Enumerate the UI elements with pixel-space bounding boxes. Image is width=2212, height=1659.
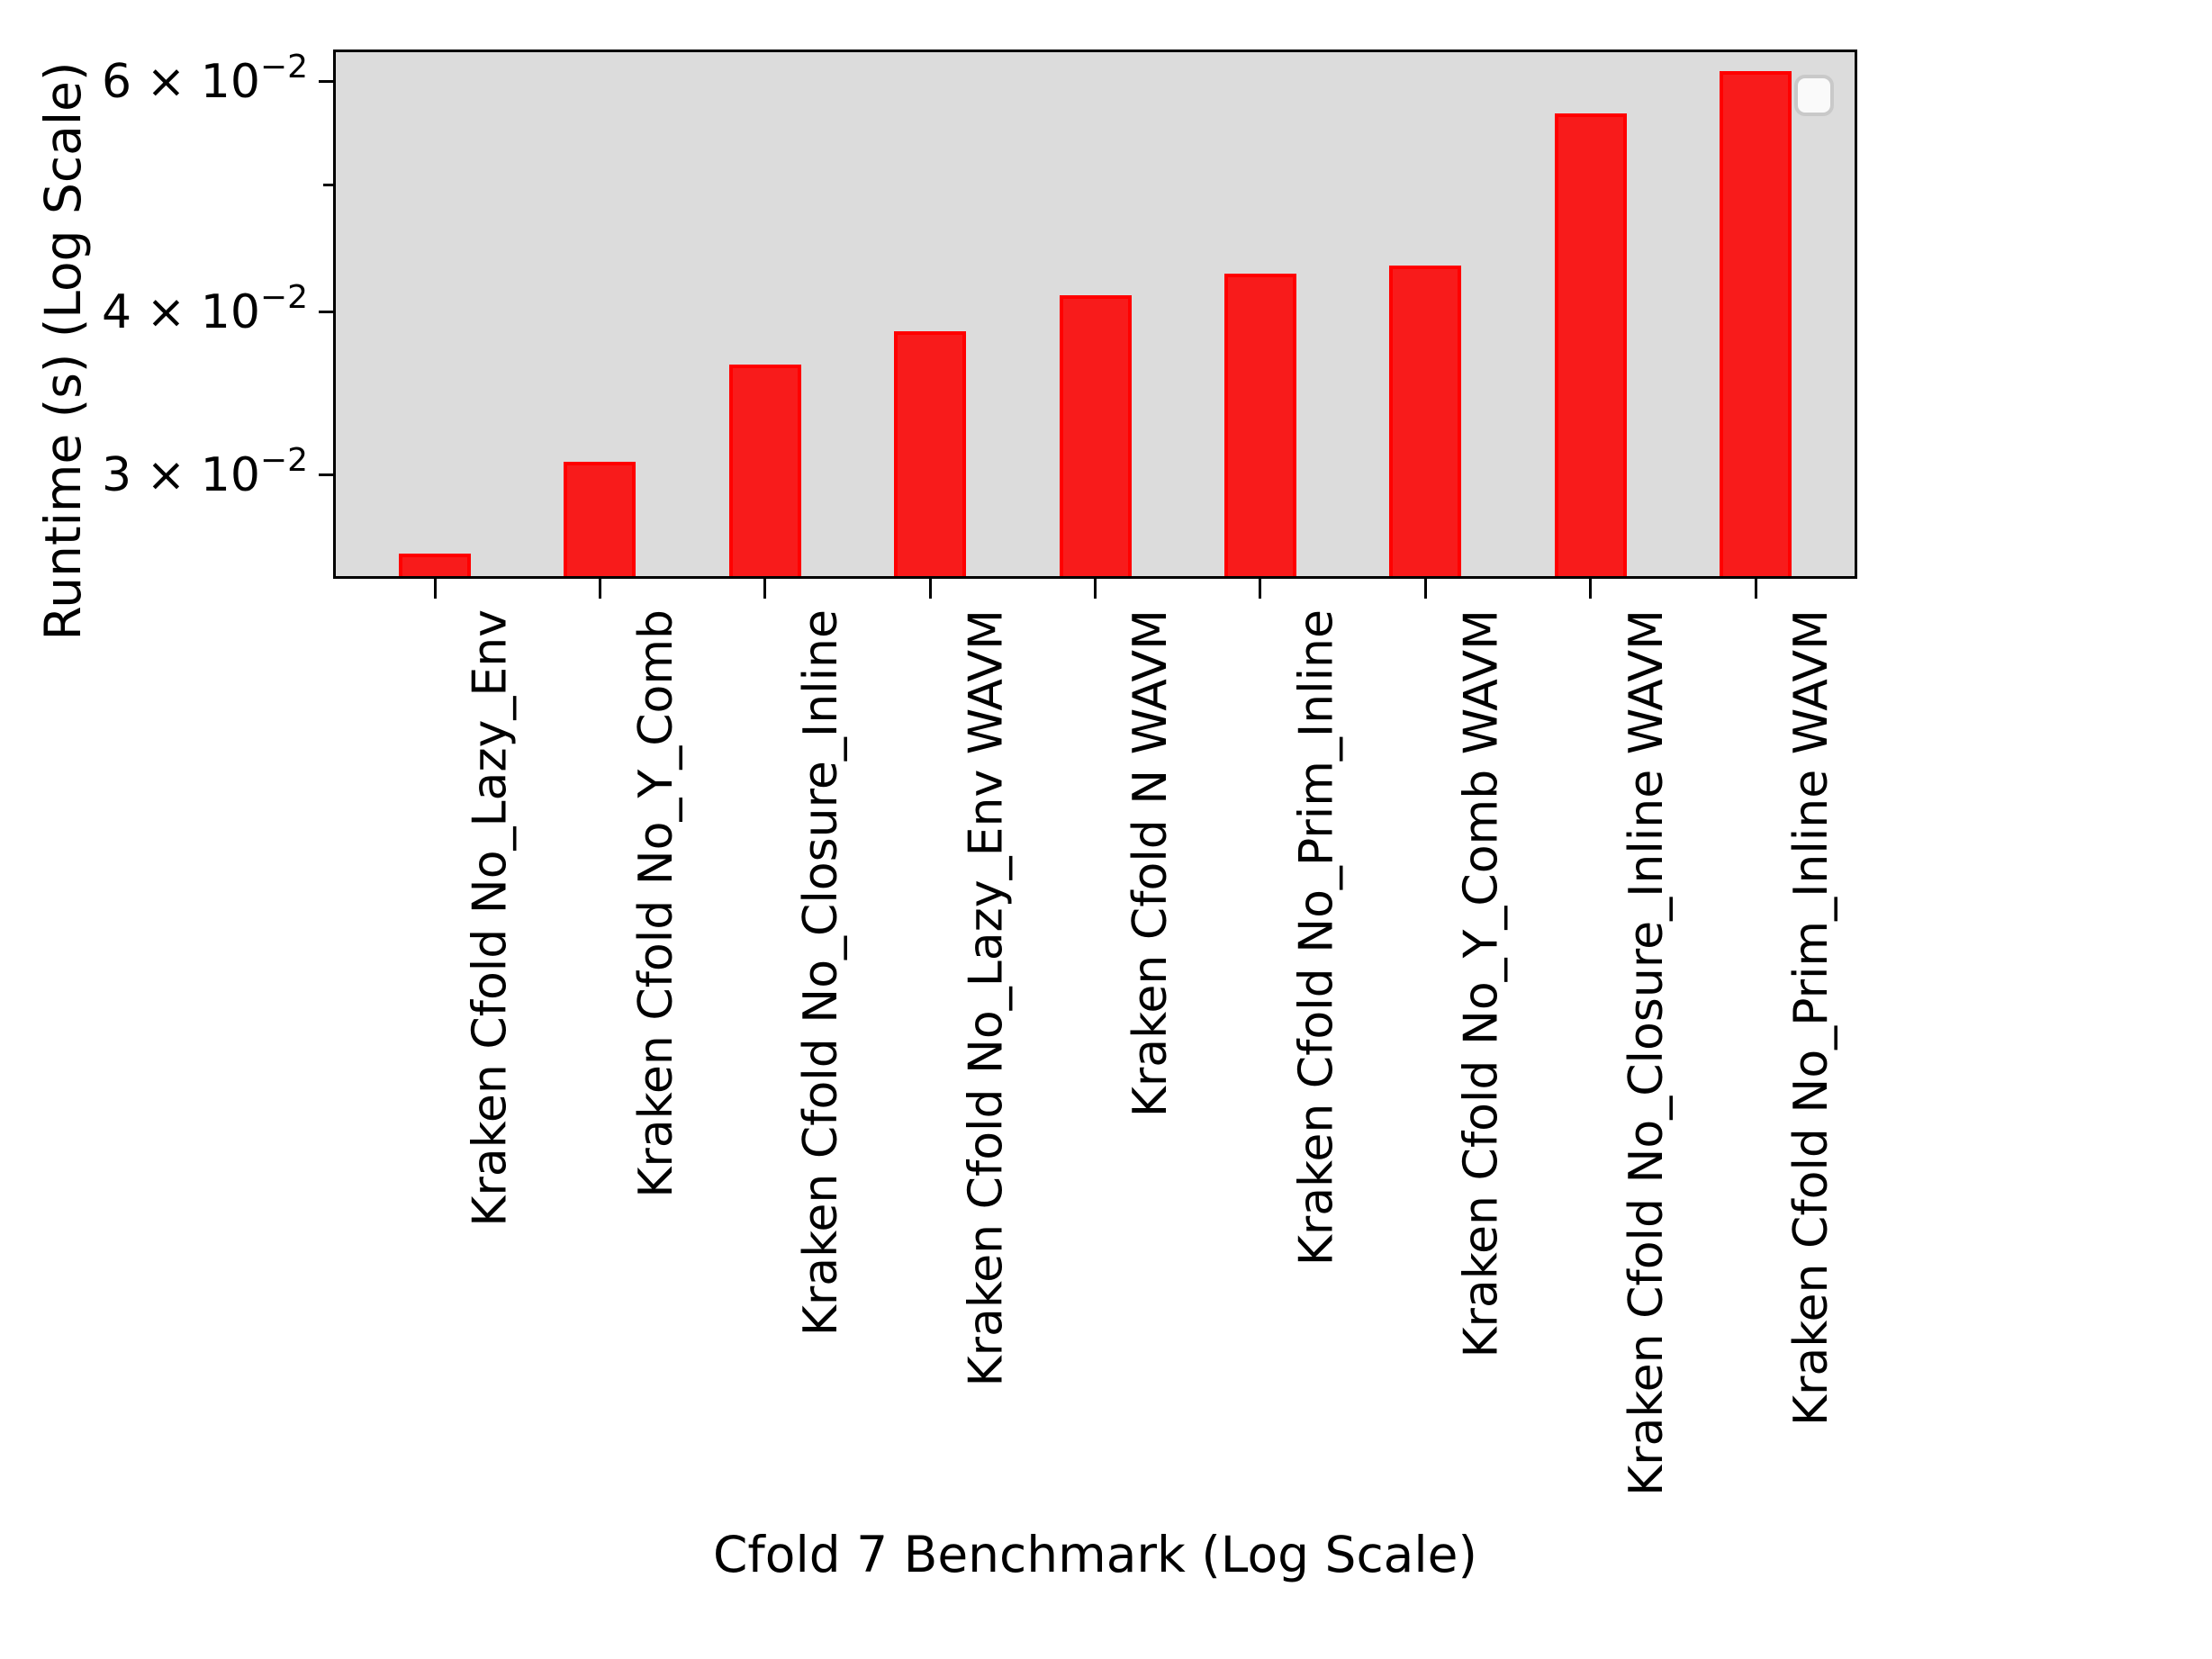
x-tick-label: Kraken Cfold No_Prim_Inline WAVM [1784, 609, 1838, 1427]
x-tick-label: Kraken Cfold No_Prim_Inline [1288, 609, 1343, 1267]
x-tick [763, 579, 767, 599]
x-tick [598, 579, 601, 599]
x-tick [1094, 579, 1097, 599]
x-tick [1754, 579, 1757, 599]
x-tick [1259, 579, 1262, 599]
bar [894, 331, 967, 576]
x-tick-label: Kraken Cfold No_Lazy_Env WAVM [959, 609, 1014, 1387]
y-axis-label: Runtime (s) (Log Scale) [34, 61, 92, 641]
x-tick-label: Kraken Cfold No_Closure_Inline WAVM [1619, 609, 1674, 1496]
x-tick-label: Kraken Cfold No_Closure_Inline [793, 609, 848, 1337]
bar [1720, 71, 1792, 576]
x-tick-label: Kraken Cfold No_Y_Comb WAVM [1454, 609, 1509, 1358]
x-axis-label: Cfold 7 Benchmark (Log Scale) [713, 1526, 1477, 1583]
x-tick-label: Kraken Cfold No_Y_Comb [628, 609, 683, 1198]
y-tick-label: 6 × 10−2 [102, 48, 308, 109]
x-tick [1423, 579, 1427, 599]
y-tick-major [319, 311, 333, 314]
bar [728, 365, 801, 576]
bar [1223, 274, 1296, 576]
bar [1059, 295, 1132, 576]
y-tick-major [319, 473, 333, 477]
y-tick-label: 3 × 10−2 [102, 441, 308, 502]
x-tick [1589, 579, 1593, 599]
y-tick-minor [323, 184, 333, 187]
bar [564, 462, 637, 576]
y-tick-major [319, 80, 333, 84]
y-tick-label: 4 × 10−2 [102, 278, 308, 339]
bar [1389, 266, 1462, 576]
x-tick-label: Kraken Cfold No_Lazy_Env [464, 609, 518, 1227]
plot-area [333, 50, 1857, 579]
x-tick [433, 579, 437, 599]
x-tick [928, 579, 932, 599]
legend-box [1794, 75, 1834, 116]
bar [399, 554, 471, 576]
bar [1554, 113, 1627, 576]
x-tick-label: Kraken Cfold N WAVM [1124, 609, 1178, 1118]
